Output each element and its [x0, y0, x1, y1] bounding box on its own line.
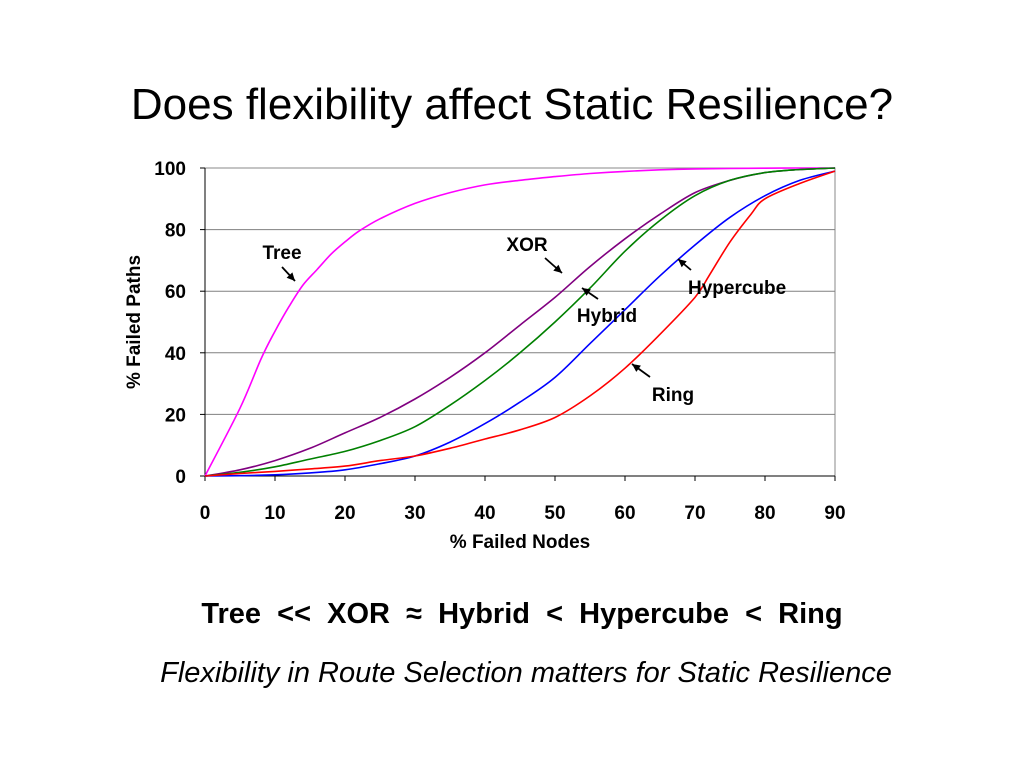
x-tick-label: 60 — [614, 503, 635, 524]
x-tick-label: 10 — [264, 503, 285, 524]
x-tick-label: 0 — [200, 503, 211, 524]
xor-label: XOR — [506, 235, 547, 256]
y-tick-label: 80 — [165, 221, 186, 242]
x-axis-label: % Failed Nodes — [450, 532, 590, 553]
hypercube-label: Hypercube — [688, 278, 786, 299]
slide-title: Does flexibility affect Static Resilienc… — [130, 80, 894, 129]
xor-arrowhead — [553, 264, 562, 273]
y-tick-label: 0 — [175, 467, 186, 488]
tree-series-line — [204, 167, 835, 477]
y-tick-label: 20 — [165, 405, 186, 426]
x-tick-label: 20 — [334, 503, 355, 524]
y-tick-label: 40 — [165, 344, 186, 365]
axes: 0 20 40 60 80 100 0 10 20 30 40 50 60 70 80 90 — [154, 159, 845, 524]
tree-label: Tree — [262, 243, 301, 264]
series-lines — [204, 167, 836, 477]
hybrid-series-line — [204, 167, 836, 477]
x-tick-label: 30 — [404, 503, 425, 524]
resilience-ranking: Tree << XOR ≈ Hybrid < Hypercube < Ring — [201, 598, 843, 630]
x-tick-label: 50 — [544, 503, 565, 524]
failed-paths-line-chart: 0 20 40 60 80 100 0 10 20 30 40 50 60 70 80 90 Tree XOR H… — [124, 159, 846, 553]
annotations: Tree XOR Hybrid Hypercube Ring — [262, 235, 786, 406]
hybrid-label: Hybrid — [577, 306, 637, 327]
x-tick-label: 40 — [474, 503, 495, 524]
hypercube-arrowhead — [678, 259, 687, 268]
conclusion-text: Flexibility in Route Selection matters f… — [160, 657, 892, 689]
y-axis-label: % Failed Paths — [124, 255, 145, 389]
y-tick-label: 60 — [165, 282, 186, 303]
hypercube-series-line — [204, 170, 836, 477]
ring-label: Ring — [652, 385, 694, 406]
ring-arrowhead — [632, 364, 641, 372]
x-tick-label: 70 — [684, 503, 705, 524]
tree-arrowhead — [286, 272, 295, 281]
x-tick-label: 90 — [824, 503, 845, 524]
ring-series-line — [204, 170, 836, 477]
hybrid-arrowhead — [582, 288, 591, 296]
y-tick-label: 100 — [154, 159, 186, 180]
plot-area — [204, 167, 836, 477]
x-tick-label: 80 — [754, 503, 775, 524]
